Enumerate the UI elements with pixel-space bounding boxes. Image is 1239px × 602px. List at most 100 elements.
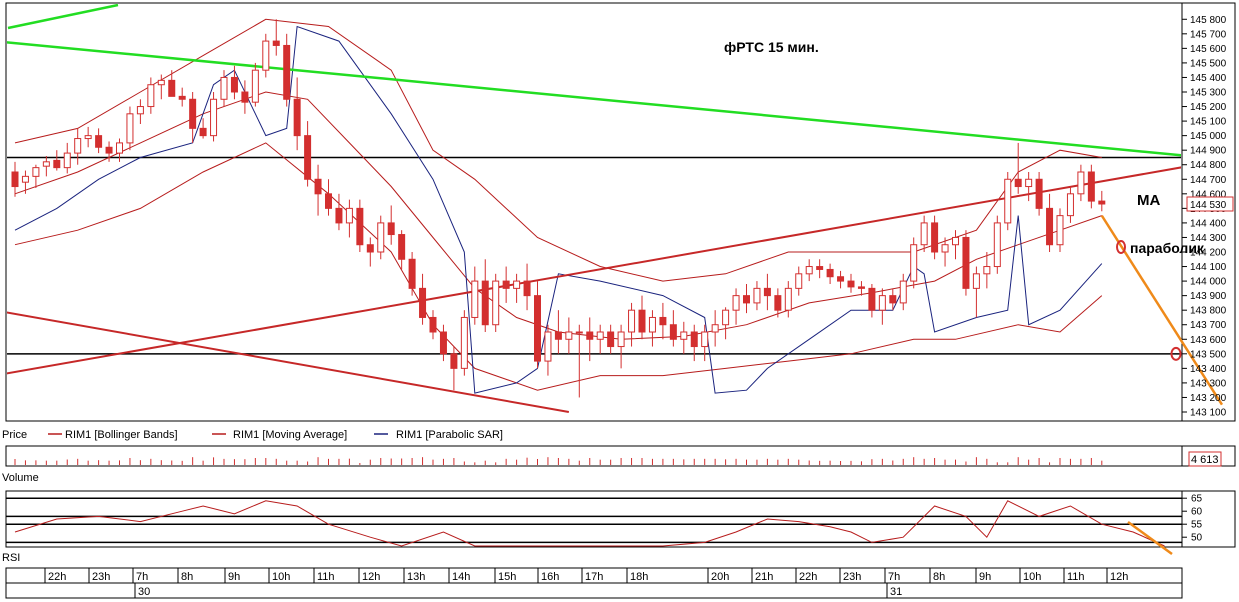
- candle-body-10: [116, 142, 123, 154]
- price-tick-label-23: 143 500: [1190, 349, 1227, 360]
- candle-body-6: [74, 138, 82, 154]
- green-trendline-left: [7, 4, 119, 30]
- price-layer: [7, 4, 1224, 413]
- time-label-17: 23h: [843, 571, 861, 583]
- candle-body-42: [450, 353, 458, 369]
- candle-body-95: [1004, 178, 1012, 224]
- candle-body-97: [1025, 178, 1033, 188]
- candle-body-71: [753, 287, 761, 304]
- green-trendline: [7, 41, 1181, 157]
- candle-body-93: [983, 266, 991, 275]
- price-tick-label-20: 143 800: [1190, 306, 1227, 317]
- parabolic-annotation: параболик: [1130, 240, 1205, 256]
- candle-body-37: [398, 234, 406, 260]
- time-label-22: 11h: [1067, 571, 1085, 583]
- time-label-13: 18h: [630, 571, 648, 583]
- candle-body-11: [126, 113, 134, 144]
- candle-body-22: [241, 91, 249, 103]
- red-trendline-rising: [7, 166, 1181, 375]
- rsi-tick-label-2: 55: [1191, 520, 1203, 531]
- candle-body-73: [774, 295, 782, 311]
- chart-title: фРТС 15 мин.: [724, 39, 819, 55]
- candle-body-48: [513, 280, 521, 289]
- time-label-11: 16h: [541, 571, 559, 583]
- candle-body-28: [304, 135, 312, 180]
- candle-body-86: [910, 244, 918, 282]
- candle-body-44: [471, 280, 479, 318]
- ma-annotation: MA: [1137, 192, 1160, 209]
- rsi-tick-label-0: 65: [1191, 494, 1203, 505]
- candle-body-2: [32, 167, 40, 177]
- rsi-tick-label-1: 60: [1191, 507, 1203, 518]
- candle-body-64: [680, 331, 688, 340]
- candle-body-68: [722, 309, 730, 326]
- price-tick-label-25: 143 300: [1190, 378, 1227, 389]
- volume-last-value: 4 613: [1191, 454, 1219, 466]
- candle-body-53: [565, 331, 573, 340]
- time-label-3: 8h: [181, 571, 193, 583]
- price-tick-label-7: 145 100: [1190, 117, 1227, 128]
- legend-ma: RIM1 [Moving Average]: [233, 429, 347, 441]
- candle-body-5: [63, 152, 71, 169]
- candle-body-66: [701, 331, 709, 348]
- last-price-label: 144 530: [1190, 200, 1227, 211]
- price-tick-label-11: 144 700: [1190, 175, 1227, 186]
- price-tick-label-2: 145 600: [1190, 44, 1227, 55]
- legend-sar: RIM1 [Parabolic SAR]: [396, 429, 503, 441]
- candle-body-30: [325, 193, 332, 209]
- candle-body-20: [220, 76, 228, 100]
- candle-body-101: [1066, 193, 1074, 217]
- time-label-0: 22h: [48, 571, 66, 583]
- candle-body-16: [178, 95, 186, 100]
- price-tick-label-14: 144 400: [1190, 218, 1227, 229]
- candle-body-84: [889, 295, 897, 304]
- price-tick-label-24: 143 400: [1190, 364, 1227, 375]
- time-label-16: 22h: [799, 571, 817, 583]
- candle-body-60: [638, 309, 646, 333]
- candle-body-9: [105, 146, 113, 154]
- price-tick-label-1: 145 700: [1190, 29, 1227, 40]
- time-label-14: 20h: [711, 571, 729, 583]
- candle-body-23: [251, 69, 259, 103]
- price-tick-label-10: 144 800: [1190, 160, 1227, 171]
- red-trendline-falling: [7, 311, 570, 413]
- parabolic-sar-line: [14, 25, 1103, 394]
- candle-body-104: [1098, 200, 1106, 205]
- price-axis: 145 800 145 700 145 600 145 500 145 400 145 3…: [1182, 15, 1234, 419]
- time-label-12: 17h: [585, 571, 603, 583]
- bollinger-lower-line: [14, 142, 1103, 391]
- candle-body-34: [366, 244, 374, 253]
- time-label-19: 8h: [933, 571, 945, 583]
- price-tick-label-3: 145 500: [1190, 58, 1227, 69]
- date-label-0: 30: [138, 586, 150, 598]
- candle-body-43: [460, 316, 468, 369]
- price-tick-label-17: 144 100: [1190, 262, 1227, 273]
- candle-body-55: [586, 331, 594, 340]
- candle-body-74: [784, 287, 792, 311]
- candle-body-27: [293, 98, 301, 137]
- time-label-1: 23h: [92, 571, 110, 583]
- candle-body-89: [941, 244, 949, 253]
- candle-body-7: [84, 135, 92, 140]
- candle-body-15: [168, 79, 176, 97]
- rsi-layer: [6, 497, 1182, 547]
- candle-body-45: [481, 280, 489, 326]
- price-tick-label-21: 143 700: [1190, 320, 1227, 331]
- price-tick-label-27: 143 100: [1190, 408, 1227, 419]
- time-label-9: 14h: [452, 571, 470, 583]
- candle-body-87: [920, 222, 928, 246]
- price-tick-label-19: 143 900: [1190, 291, 1227, 302]
- time-label-10: 15h: [498, 571, 516, 583]
- candle-body-72: [763, 287, 771, 297]
- candle-body-67: [711, 324, 719, 333]
- candle-body-85: [899, 280, 907, 304]
- candle-body-82: [868, 287, 876, 311]
- candle-body-56: [596, 331, 604, 340]
- volume-last-box: [1188, 451, 1222, 467]
- last-price-box: [1186, 196, 1234, 212]
- candle-body-46: [492, 280, 500, 326]
- candle-body-41: [439, 331, 447, 355]
- price-tick-label-0: 145 800: [1190, 15, 1227, 26]
- rsi-axis-panel: [1181, 490, 1236, 548]
